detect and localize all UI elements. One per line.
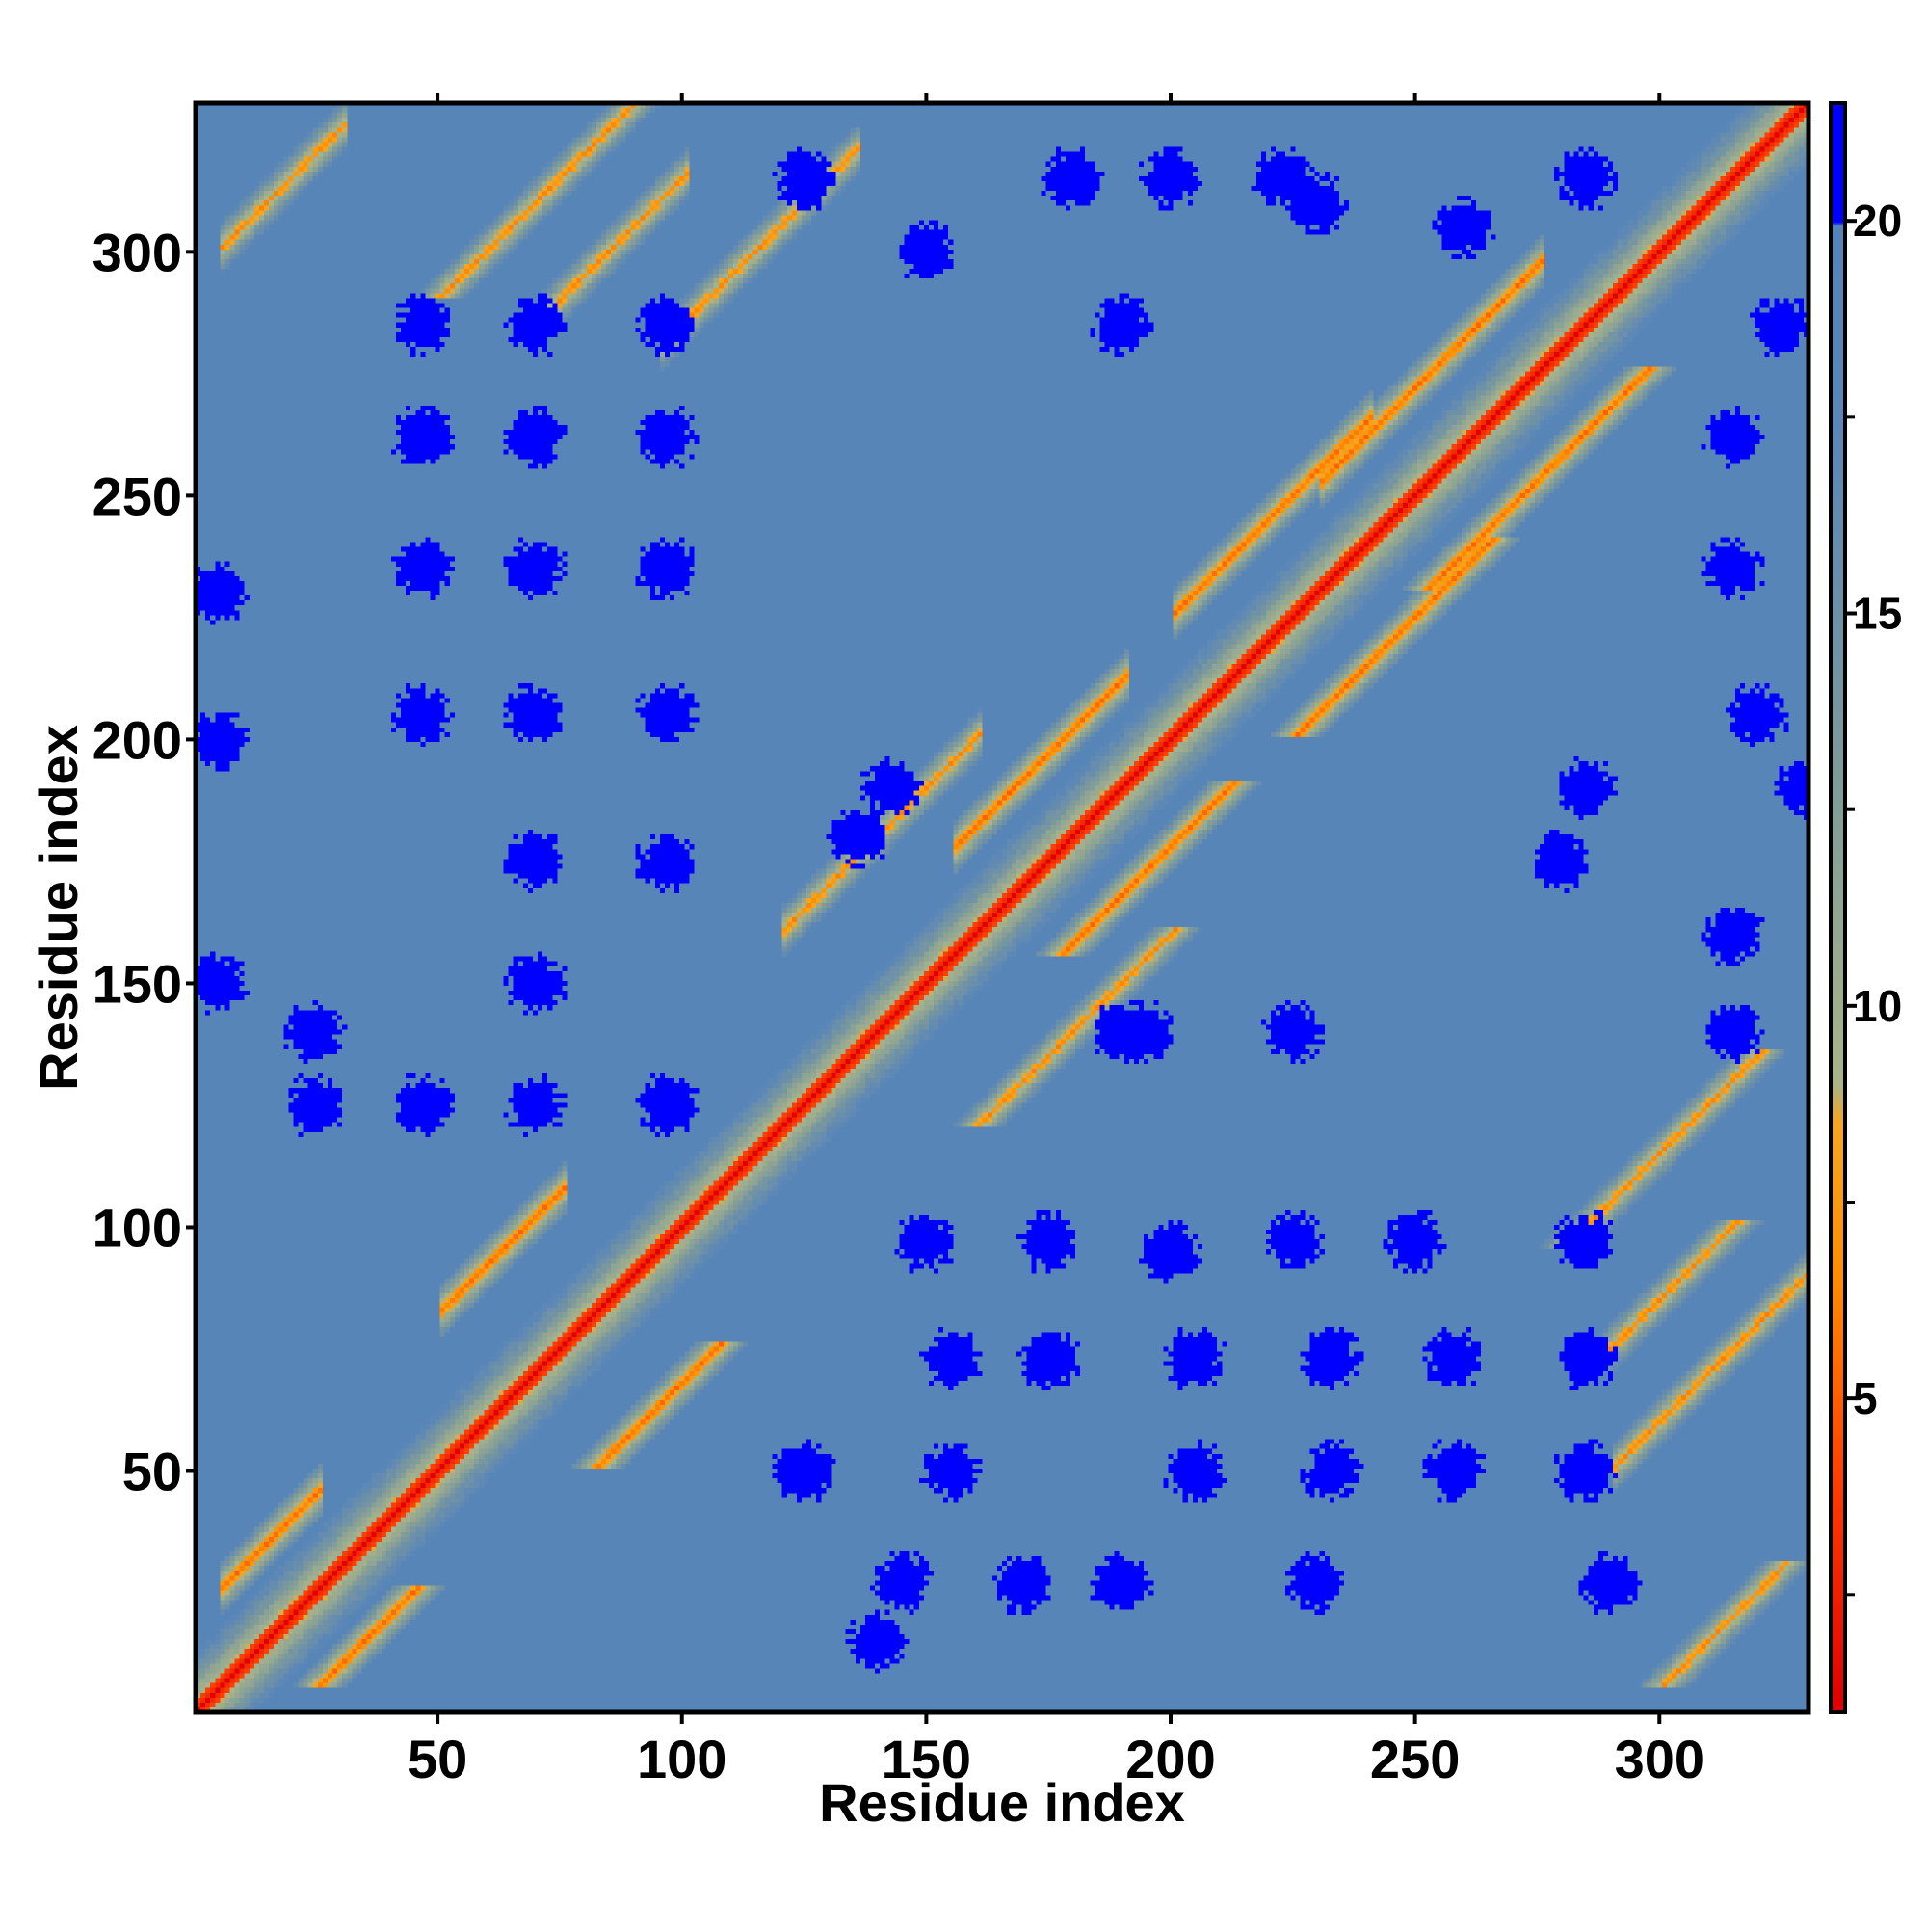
y-tick-label: 200 [92,709,182,770]
heatmap [196,103,1808,1712]
x-tick-label: 150 [882,1729,971,1789]
colorbar-tick-label: 10 [1853,981,1902,1031]
colorbar: 5 10 15 20 [1829,101,1902,1714]
x-tick-label: 50 [408,1729,467,1789]
colorbar-tick-label: 5 [1853,1373,1878,1423]
x-tick-label: 300 [1615,1729,1704,1789]
x-axis-ticks: 50 100 150 200 250 300 [408,1712,1704,1789]
x-axis-label: Residue index [819,1772,1185,1833]
y-tick-label: 100 [92,1197,182,1257]
colorbar-gradient [1831,103,1845,1712]
y-tick-label: 300 [92,222,182,282]
heatmap-image [196,103,1808,1712]
plot-frame [193,100,1811,1715]
y-tick-label: 50 [122,1442,182,1502]
y-tick-label: 150 [92,953,182,1014]
x-tick-label: 200 [1125,1729,1215,1789]
colorbar-tick-label: 20 [1853,196,1902,246]
y-tick-label: 250 [92,465,182,526]
colorbar-ticks: 5 10 15 20 [1845,196,1902,1597]
top-axis-ticks [436,93,1662,103]
x-tick-label: 250 [1370,1729,1460,1789]
colorbar-tick-label: 15 [1853,589,1902,639]
y-axis-label: Residue index [28,725,89,1091]
x-tick-label: 100 [637,1729,726,1789]
y-axis-ticks: 50 100 150 200 250 300 [92,222,196,1502]
colorbar-frame [1829,101,1847,1714]
